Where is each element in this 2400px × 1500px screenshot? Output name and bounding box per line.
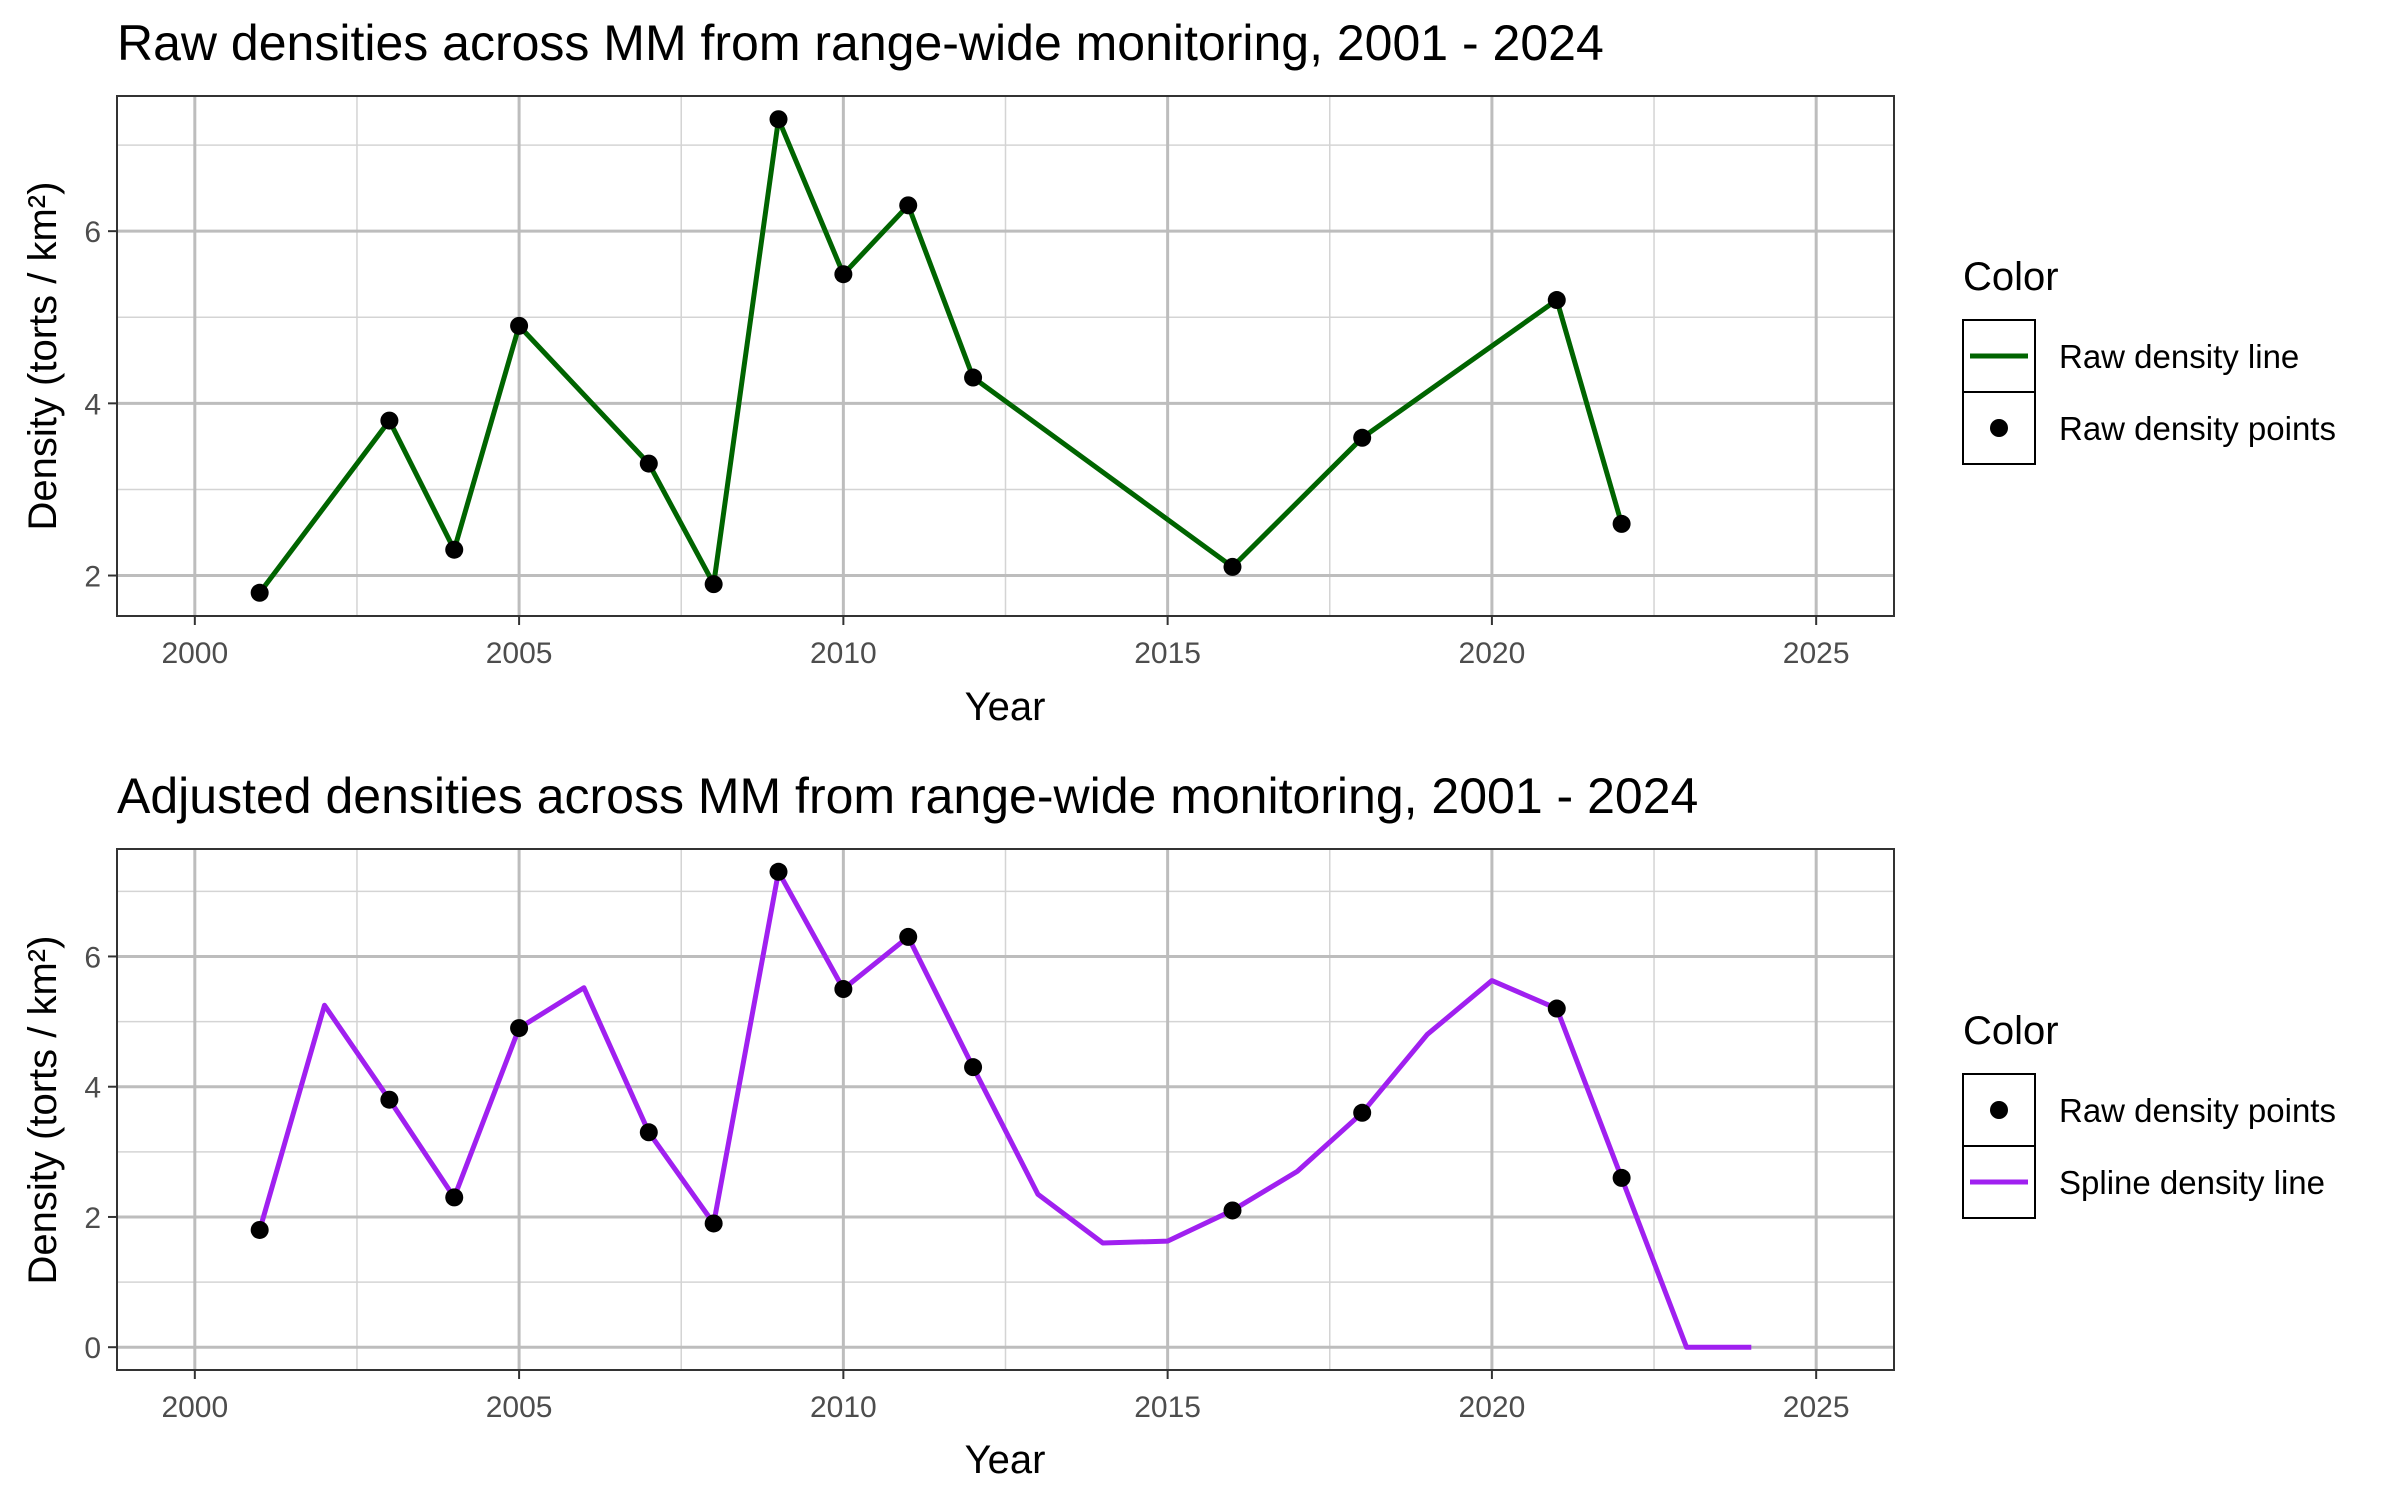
y-tick-label: 2	[84, 1202, 101, 1235]
x-tick-label: 2000	[161, 637, 228, 670]
y-tick-label: 4	[84, 1072, 101, 1105]
data-point	[964, 368, 983, 387]
data-point	[1223, 557, 1242, 576]
data-point	[1353, 428, 1372, 447]
y-tick-label: 6	[84, 216, 101, 249]
data-point	[769, 110, 788, 129]
data-point	[834, 265, 853, 284]
legend-key-line	[1962, 319, 2036, 393]
legend: Color Raw density line Raw density point…	[1962, 255, 2336, 465]
x-axis-label: Year	[965, 685, 1046, 729]
y-axis-ticks: 2 4 6	[84, 216, 117, 594]
data-point	[510, 1019, 529, 1038]
x-tick-label: 2025	[1783, 637, 1850, 670]
x-axis-ticks: 2000 2005 2010 2015 2020 2025	[161, 616, 1850, 670]
y-axis-label: Density (torts / km²)	[21, 182, 65, 531]
y-axis-label: Density (torts / km²)	[21, 936, 65, 1285]
x-tick-label: 2015	[1134, 1391, 1201, 1424]
x-tick-label: 2015	[1134, 637, 1201, 670]
data-point	[510, 316, 529, 335]
legend-title: Color	[1963, 1009, 2059, 1053]
chart-title: Raw densities across MM from range-wide …	[117, 15, 1604, 71]
x-tick-label: 2010	[810, 637, 877, 670]
data-point	[445, 1188, 464, 1207]
data-point	[1547, 291, 1566, 310]
legend-label-line: Spline density line	[2059, 1164, 2325, 1201]
y-tick-label: 4	[84, 388, 101, 421]
x-tick-label: 2000	[161, 1391, 228, 1424]
legend-label-points: Raw density points	[2059, 1092, 2336, 1129]
legend-label-points: Raw density points	[2059, 410, 2336, 447]
x-tick-label: 2020	[1459, 1391, 1526, 1424]
data-point	[1353, 1103, 1372, 1122]
data-point	[964, 1058, 983, 1077]
series-line	[257, 869, 1752, 1350]
x-tick-label: 2025	[1783, 1391, 1850, 1424]
data-point	[1223, 1201, 1242, 1220]
data-marks	[250, 862, 1752, 1350]
legend-key-points	[1962, 1073, 2036, 1147]
legend-title: Color	[1963, 255, 2059, 299]
data-point	[834, 980, 853, 999]
data-point	[250, 583, 269, 602]
adjusted-density-chart: Adjusted densities across MM from range-…	[21, 768, 2336, 1482]
x-tick-label: 2005	[486, 637, 553, 670]
plot-border	[116, 848, 1895, 1371]
grid-lines	[117, 849, 1894, 1370]
x-axis-ticks: 2000 2005 2010 2015 2020 2025	[161, 1370, 1850, 1424]
data-point	[704, 1214, 723, 1233]
data-point	[639, 454, 658, 473]
data-point	[704, 575, 723, 594]
y-axis-ticks: 0 2 4 6	[84, 941, 117, 1365]
chart-title: Adjusted densities across MM from range-…	[117, 768, 1698, 824]
data-point	[899, 196, 918, 215]
data-point	[1612, 514, 1631, 533]
y-tick-label: 2	[84, 561, 101, 594]
legend-key-line	[1962, 1145, 2036, 1219]
data-point	[1612, 1168, 1631, 1187]
plot-border	[116, 95, 1895, 617]
data-point	[899, 927, 918, 946]
data-point	[380, 1090, 399, 1109]
x-tick-label: 2005	[486, 1391, 553, 1424]
data-point	[445, 540, 464, 559]
x-axis-label: Year	[965, 1438, 1046, 1482]
raw-density-chart: Raw densities across MM from range-wide …	[21, 15, 2336, 729]
data-point	[769, 862, 788, 881]
data-point	[380, 411, 399, 430]
data-marks	[250, 110, 1631, 602]
legend-key-points	[1962, 391, 2036, 465]
legend-label-line: Raw density line	[2059, 338, 2299, 375]
legend: Color Raw density points Spline density …	[1962, 1009, 2336, 1219]
data-point	[639, 1123, 658, 1142]
grid-lines	[117, 96, 1894, 616]
y-tick-label: 6	[84, 941, 101, 974]
data-point	[250, 1220, 269, 1239]
x-tick-label: 2020	[1459, 637, 1526, 670]
data-point	[1547, 999, 1566, 1018]
y-tick-label: 0	[84, 1332, 101, 1365]
series-line	[257, 116, 1625, 595]
x-tick-label: 2010	[810, 1391, 877, 1424]
